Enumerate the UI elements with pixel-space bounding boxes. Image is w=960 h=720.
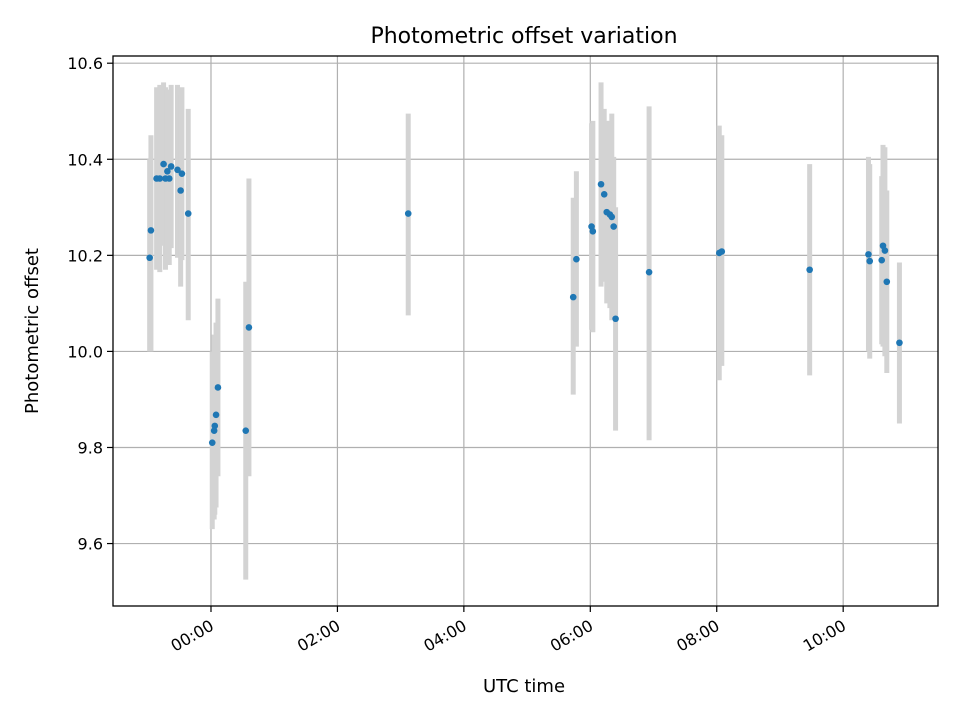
data-point — [210, 427, 218, 434]
data-point — [147, 227, 155, 234]
x-tick-label: 10:00 — [800, 616, 849, 656]
y-axis-ticks: 9.6 9.8 10.0 10.2 10.4 10.6 — [67, 54, 113, 554]
data-point — [806, 266, 813, 274]
data-point — [174, 166, 181, 174]
y-tick-label: 9.8 — [78, 438, 103, 457]
grid-lines — [113, 56, 938, 606]
data-point — [245, 324, 253, 331]
x-tick-label: 02:00 — [294, 616, 343, 656]
data-point — [177, 187, 184, 194]
data-point — [589, 228, 597, 235]
data-point — [165, 175, 173, 182]
x-tick-label: 08:00 — [673, 616, 722, 656]
y-tick-label: 10.6 — [67, 54, 103, 73]
data-point — [866, 257, 874, 265]
data-points — [146, 160, 903, 446]
data-point — [214, 384, 222, 391]
data-point — [610, 223, 617, 230]
chart-title: Photometric offset variation — [370, 24, 677, 49]
data-point — [211, 422, 219, 430]
y-tick-label: 10.4 — [67, 150, 103, 169]
data-point — [573, 255, 580, 263]
data-point — [597, 180, 605, 188]
data-point — [569, 293, 577, 301]
data-point — [896, 339, 903, 347]
data-point — [208, 439, 216, 446]
y-tick-label: 10.0 — [67, 342, 103, 361]
data-point — [865, 251, 872, 258]
data-point — [242, 427, 250, 434]
data-point — [167, 163, 175, 170]
data-point — [645, 268, 653, 276]
y-tick-label: 10.2 — [67, 246, 103, 265]
data-point — [881, 247, 889, 254]
data-point — [883, 278, 891, 286]
data-point — [156, 175, 164, 182]
x-axis-label: UTC time — [483, 676, 565, 697]
data-point — [718, 248, 726, 255]
plot-frame — [112, 55, 939, 607]
data-point — [164, 167, 171, 175]
data-point — [600, 191, 608, 198]
data-point — [178, 170, 186, 177]
y-tick-label: 9.6 — [78, 535, 103, 554]
data-point — [184, 210, 192, 217]
data-point — [160, 160, 167, 168]
data-point — [212, 411, 220, 419]
y-axis-label: Photometric offset — [22, 248, 43, 414]
data-point — [404, 210, 412, 217]
data-point — [878, 256, 886, 264]
x-tick-label: 00:00 — [168, 616, 217, 656]
x-tick-label: 04:00 — [420, 616, 469, 656]
data-point — [612, 315, 619, 323]
data-point — [608, 213, 616, 221]
x-tick-label: 06:00 — [547, 616, 596, 656]
x-axis-ticks: 00:00 02:00 04:00 06:00 08:00 10:00 — [168, 606, 849, 656]
error-bars — [147, 82, 902, 580]
data-point — [146, 254, 153, 262]
